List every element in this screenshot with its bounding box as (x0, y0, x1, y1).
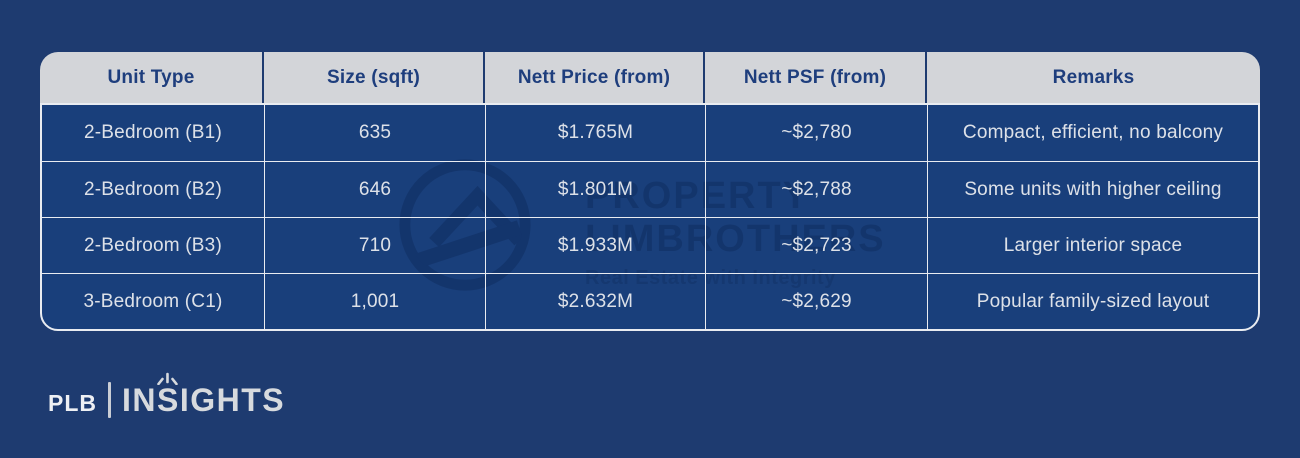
cell-size-sqft: 646 (264, 162, 485, 217)
table-body: PROPERTY LIMBROTHERS Real Estate with In… (40, 103, 1260, 331)
cell-size-sqft: 1,001 (264, 274, 485, 329)
header-remarks: Remarks (925, 52, 1260, 103)
header-size-sqft: Size (sqft) (262, 52, 483, 103)
cell-nett-psf: ~$2,723 (705, 218, 927, 273)
lightbulb-rays-icon (157, 372, 179, 385)
cell-size-sqft: 635 (264, 105, 485, 161)
cell-size-sqft: 710 (264, 218, 485, 273)
cell-nett-psf: ~$2,780 (705, 105, 927, 161)
cell-unit-type: 2-Bedroom (B2) (84, 178, 222, 200)
header-nett-price: Nett Price (from) (483, 52, 703, 103)
insights-lightbulb-s: S (157, 372, 180, 419)
cell-nett-price: $1.933M (485, 218, 705, 273)
table-row: 3-Bedroom (C1) 1,001 $2.632M ~$2,629 Pop… (42, 273, 1258, 329)
header-unit-type: Unit Type (107, 66, 195, 88)
table-rows: 2-Bedroom (B1) 635 $1.765M ~$2,780 Compa… (42, 105, 1258, 329)
plb-insights-logo: PLB IN S IGHTS (48, 372, 286, 421)
cell-remarks: Compact, efficient, no balcony (927, 105, 1258, 161)
table-row: 2-Bedroom (B2) 646 $1.801M ~$2,788 Some … (42, 161, 1258, 217)
logo-divider-bar (108, 382, 111, 418)
table-header-row: Unit Type Size (sqft) Nett Price (from) … (40, 52, 1260, 103)
cell-remarks: Some units with higher ceiling (927, 162, 1258, 217)
cell-nett-price: $1.765M (485, 105, 705, 161)
plb-logo-text: PLB (48, 389, 97, 416)
table-row: 2-Bedroom (B1) 635 $1.765M ~$2,780 Compa… (42, 105, 1258, 161)
unit-mix-table: Unit Type Size (sqft) Nett Price (from) … (40, 52, 1260, 331)
cell-unit-type: 2-Bedroom (B1) (84, 122, 222, 143)
cell-unit-type: 3-Bedroom (C1) (83, 290, 223, 312)
cell-remarks: Larger interior space (927, 218, 1258, 273)
insights-logo-text: IN S IGHTS (122, 372, 286, 419)
insights-text-in: IN (122, 381, 157, 418)
header-nett-psf: Nett PSF (from) (703, 52, 925, 103)
cell-nett-psf: ~$2,788 (705, 162, 927, 217)
insights-text-ights: IGHTS (179, 381, 286, 418)
cell-nett-price: $1.801M (485, 162, 705, 217)
cell-nett-price: $2.632M (485, 274, 705, 329)
cell-unit-type: 2-Bedroom (B3) (84, 234, 222, 256)
cell-nett-psf: ~$2,629 (705, 274, 927, 329)
insights-text-s: S (157, 381, 180, 418)
table-row: 2-Bedroom (B3) 710 $1.933M ~$2,723 Large… (42, 217, 1258, 273)
cell-remarks: Popular family-sized layout (927, 274, 1258, 329)
